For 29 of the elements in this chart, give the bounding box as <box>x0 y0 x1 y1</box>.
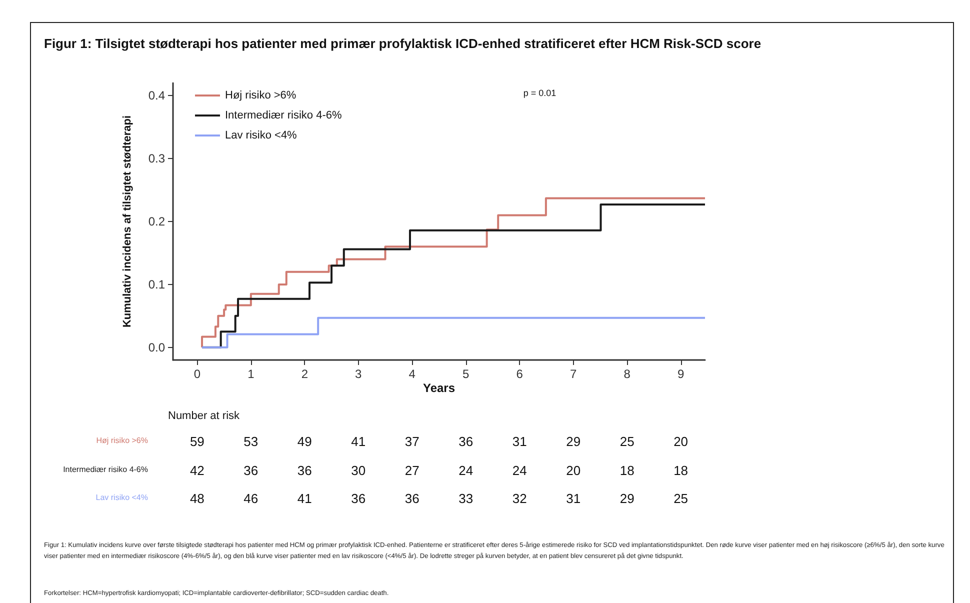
x-tick-label: 5 <box>462 367 470 381</box>
x-tick-label: 0 <box>194 367 201 381</box>
y-tick-label: 0.0 <box>148 340 166 354</box>
y-axis-title: Kumulativ incidens af tilsigtet stødterapi <box>122 115 134 328</box>
x-tick-label: 8 <box>624 367 631 381</box>
x-tick-label: 9 <box>677 367 684 381</box>
legend-label: Lav risiko <4% <box>225 130 298 142</box>
y-tick-label: 0.1 <box>148 277 166 292</box>
x-tick-label: 3 <box>355 367 362 381</box>
x-tick-label: 1 <box>248 367 255 381</box>
text: Intermediær risiko 4-6% <box>63 464 148 474</box>
text: 48 46 41 36 36 33 32 31 29 25 <box>190 491 688 506</box>
x-tick-label: 4 <box>408 367 416 381</box>
y-tick-label: 0.2 <box>148 214 166 228</box>
y-tick-label: 0.4 <box>148 88 166 103</box>
y-tick-label: 0.3 <box>148 152 166 166</box>
chart-title: Figur 1: Tilsigtet stødterapi hos patienter med primær profylaktisk ICD-enhed stratificeret efter HCM Risk-SCD score <box>44 36 762 51</box>
x-axis-title: Years <box>422 381 456 395</box>
text: 42 36 36 30 27 24 24 20 18 18 <box>190 462 688 478</box>
text: Lav risiko <4% <box>96 493 148 502</box>
legend-label: Intermediær risiko 4-6% <box>225 110 342 122</box>
text: 59 53 49 41 37 36 31 29 25 20 <box>190 434 688 449</box>
x-tick-label: 7 <box>570 367 577 381</box>
x-tick-label: 2 <box>301 367 308 381</box>
x-tick-label: 6 <box>516 367 524 381</box>
text: Number at risk <box>168 410 240 422</box>
text: Høj risiko >6% <box>96 436 148 445</box>
annotation: p = 0.01 <box>523 88 556 98</box>
legend-label: Høj risiko >6% <box>225 90 296 102</box>
